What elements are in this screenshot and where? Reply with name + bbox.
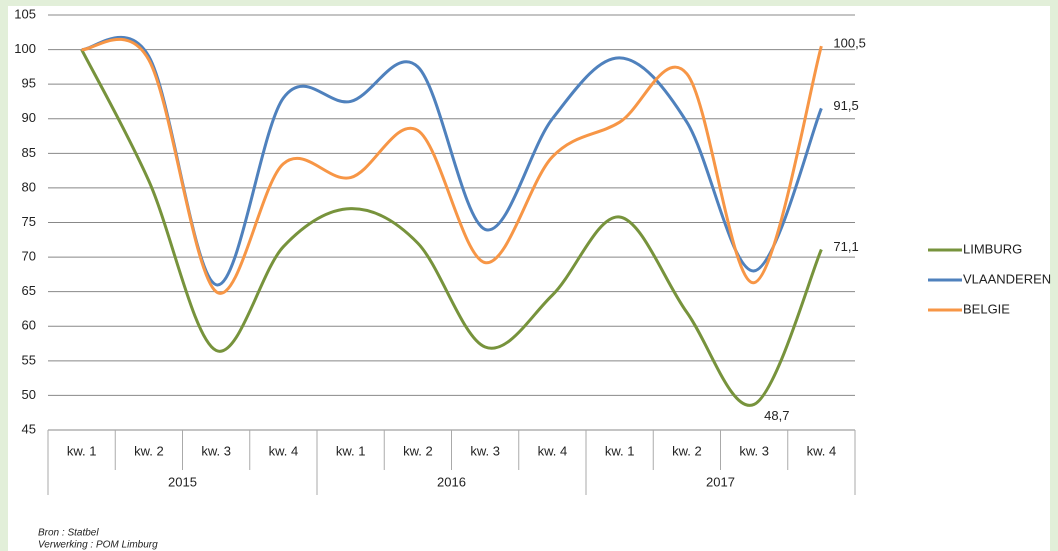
x-tick-label: kw. 2 <box>672 443 702 458</box>
x-tick-label: kw. 4 <box>807 443 837 458</box>
y-tick-label: 105 <box>14 6 36 21</box>
source-note: Bron : Statbel <box>38 528 99 539</box>
chart-area <box>8 6 1050 551</box>
series-line <box>80 48 823 407</box>
x-tick-label: kw. 1 <box>336 443 366 458</box>
legend-label: LIMBURG <box>963 241 1022 256</box>
legend-label: BELGIE <box>963 301 1010 316</box>
y-tick-label: 75 <box>22 214 36 229</box>
y-tick-label: 65 <box>22 283 36 298</box>
y-tick-label: 90 <box>22 110 36 125</box>
x-tick-label: kw. 1 <box>605 443 635 458</box>
year-label: 2016 <box>437 474 466 489</box>
y-tick-label: 50 <box>22 387 36 402</box>
y-tick-label: 80 <box>22 179 36 194</box>
y-tick-label: 85 <box>22 145 36 160</box>
x-tick-label: kw. 3 <box>739 443 769 458</box>
legend-label: VLAANDEREN <box>963 271 1051 286</box>
x-tick-label: kw. 4 <box>538 443 568 458</box>
x-tick-label: kw. 3 <box>201 443 231 458</box>
data-label: 48,7 <box>764 408 789 423</box>
y-tick-label: 55 <box>22 352 36 367</box>
y-tick-label: 100 <box>14 41 36 56</box>
x-tick-label: kw. 1 <box>67 443 97 458</box>
data-label: 71,1 <box>833 239 858 254</box>
year-label: 2017 <box>706 474 735 489</box>
data-label: 100,5 <box>833 36 866 51</box>
data-label: 91,5 <box>833 98 858 113</box>
year-label: 2015 <box>168 474 197 489</box>
x-tick-label: kw. 2 <box>403 443 433 458</box>
source-note: Verwerking : POM Limburg <box>38 540 158 551</box>
x-tick-label: kw. 4 <box>269 443 299 458</box>
y-tick-label: 70 <box>22 249 36 264</box>
series-line <box>81 37 823 295</box>
y-tick-label: 60 <box>22 318 36 333</box>
y-tick-label: 95 <box>22 76 36 91</box>
x-tick-label: kw. 2 <box>134 443 164 458</box>
x-tick-label: kw. 3 <box>470 443 500 458</box>
y-tick-label: 45 <box>22 421 36 436</box>
